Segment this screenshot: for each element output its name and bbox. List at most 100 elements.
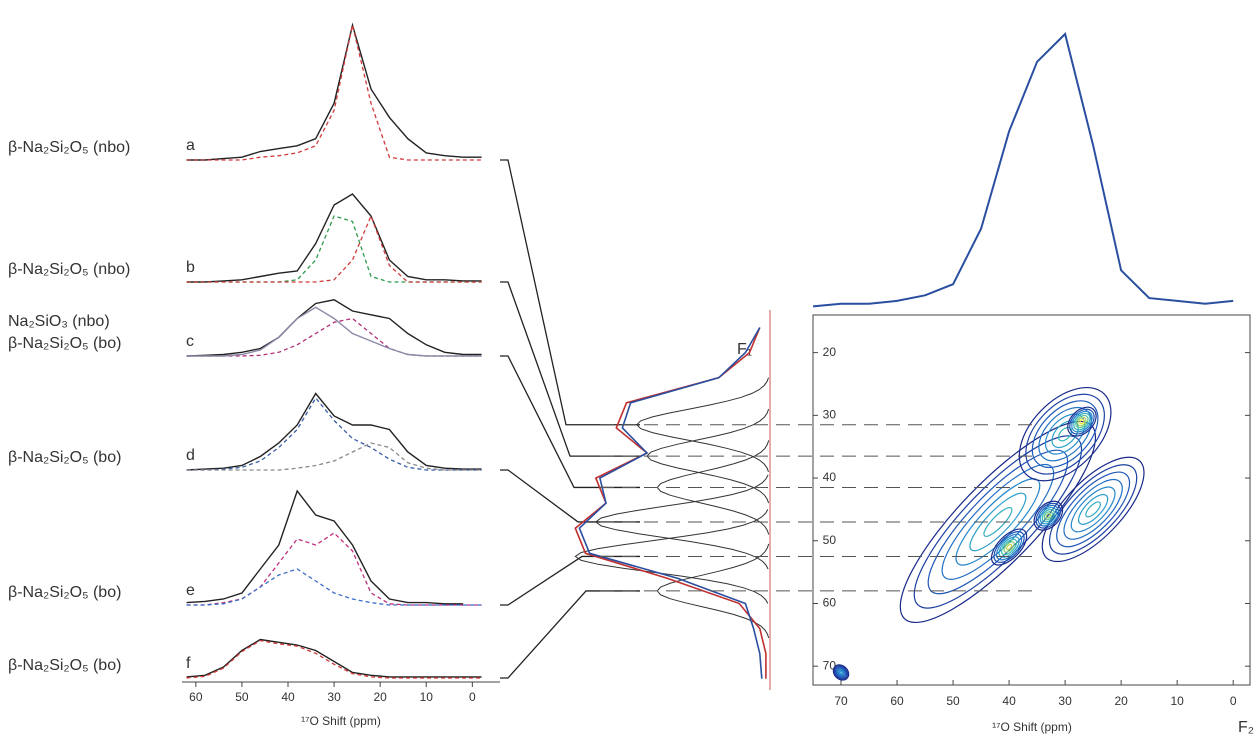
contour xyxy=(1033,500,1064,531)
f1-projection xyxy=(574,327,767,679)
contour xyxy=(839,670,843,675)
plot-frame xyxy=(812,314,1251,686)
spectrum xyxy=(186,22,482,161)
contour xyxy=(834,666,848,679)
contour xyxy=(969,492,1027,552)
spectrum xyxy=(186,638,482,678)
contour xyxy=(993,531,1025,563)
contour xyxy=(1045,513,1051,519)
spectrum xyxy=(186,299,482,357)
contour xyxy=(983,506,1013,537)
contour xyxy=(837,668,845,677)
contour xyxy=(1031,400,1099,469)
connector xyxy=(500,590,640,679)
panel-letter: d xyxy=(186,447,195,464)
y-tick-label: 40 xyxy=(823,470,837,484)
x-tick-label: 10 xyxy=(1170,694,1184,708)
sample-label: β-Na₂Si₂O₅ (nbo) xyxy=(8,139,130,156)
panel-letter: a xyxy=(186,137,195,154)
x-tick-label: 30 xyxy=(1058,694,1072,708)
fit-component xyxy=(636,377,769,472)
contour xyxy=(1018,386,1112,482)
contour xyxy=(1075,414,1089,429)
contour xyxy=(1041,508,1055,523)
x-tick-label: 60 xyxy=(189,690,203,704)
fit-component xyxy=(594,474,769,570)
contour xyxy=(1056,471,1131,548)
fit-curve xyxy=(186,639,482,679)
x-tick-label: 20 xyxy=(1114,694,1128,708)
x-tick-label: 10 xyxy=(420,690,434,704)
contour xyxy=(1044,413,1086,455)
sample-label: β-Na₂Si₂O₅ (bo) xyxy=(8,657,121,674)
fit-curve xyxy=(186,532,482,606)
contour xyxy=(1025,393,1105,475)
contour xyxy=(941,463,1055,580)
x-tick-label: 20 xyxy=(373,690,387,704)
x-axis-label: ¹⁷O Shift (ppm) xyxy=(301,714,381,728)
x-tick-label: 0 xyxy=(1230,694,1237,708)
x-tick-label: 50 xyxy=(235,690,249,704)
sample-label: Na₂SiO₃ (nbo) xyxy=(8,313,110,330)
spectrum xyxy=(186,489,464,605)
x-tick-label: 30 xyxy=(327,690,341,704)
contour xyxy=(1041,456,1145,563)
contour xyxy=(836,667,846,678)
contour xyxy=(1057,426,1073,442)
fit-curve xyxy=(186,396,482,471)
y-tick-label: 30 xyxy=(823,408,837,422)
contour xyxy=(838,669,844,676)
contour xyxy=(833,665,849,680)
contour xyxy=(1073,412,1091,431)
contour xyxy=(1063,479,1123,540)
x-tick-label: 50 xyxy=(946,694,960,708)
x-tick-label: 0 xyxy=(469,690,476,704)
contour xyxy=(1077,416,1087,427)
f1-projection xyxy=(578,327,763,679)
f2-label: F₂ xyxy=(1238,719,1254,736)
contour xyxy=(1069,408,1095,435)
panel-letter: c xyxy=(186,333,194,350)
contour xyxy=(1070,486,1116,533)
x-tick-label: 70 xyxy=(834,694,848,708)
contour xyxy=(1000,538,1018,556)
spectrum xyxy=(186,193,482,283)
sample-label: β-Na₂Si₂O₅ (nbo) xyxy=(8,261,130,278)
fit-curve xyxy=(186,24,482,161)
sample-label: β-Na₂Si₂O₅ (bo) xyxy=(8,449,121,466)
f2-projection xyxy=(812,32,1234,308)
connector xyxy=(500,159,640,426)
fit-curve xyxy=(186,215,482,283)
sample-label: β-Na₂Si₂O₅ (bo) xyxy=(8,584,121,601)
contour xyxy=(1071,410,1093,433)
x-tick-label: 40 xyxy=(1002,694,1016,708)
y-tick-label: 50 xyxy=(823,533,837,547)
x-axis-label: ¹⁷O Shift (ppm) xyxy=(992,720,1072,734)
fit-curve xyxy=(186,442,482,471)
y-tick-label: 70 xyxy=(823,658,837,672)
contour xyxy=(1043,510,1053,521)
contour xyxy=(1048,464,1138,555)
contour xyxy=(990,528,1028,566)
contour xyxy=(1039,506,1058,525)
fit-component xyxy=(574,509,769,604)
contour xyxy=(832,664,850,681)
fit-curve xyxy=(186,568,482,606)
contour xyxy=(1077,493,1109,525)
contour xyxy=(1067,406,1097,437)
contour xyxy=(1005,543,1013,551)
spectrum xyxy=(186,392,482,471)
spectrum xyxy=(186,306,482,357)
y-tick-label: 60 xyxy=(823,596,837,610)
contour xyxy=(1003,541,1015,553)
x-tick-label: 60 xyxy=(890,694,904,708)
panel-letter: b xyxy=(186,259,195,276)
contour xyxy=(1085,501,1101,518)
fit-curve xyxy=(186,214,482,283)
panel-letter: e xyxy=(186,582,195,599)
fit-curve xyxy=(186,317,482,357)
x-tick-label: 40 xyxy=(281,690,295,704)
contour xyxy=(1035,502,1062,529)
contour xyxy=(1037,504,1060,527)
